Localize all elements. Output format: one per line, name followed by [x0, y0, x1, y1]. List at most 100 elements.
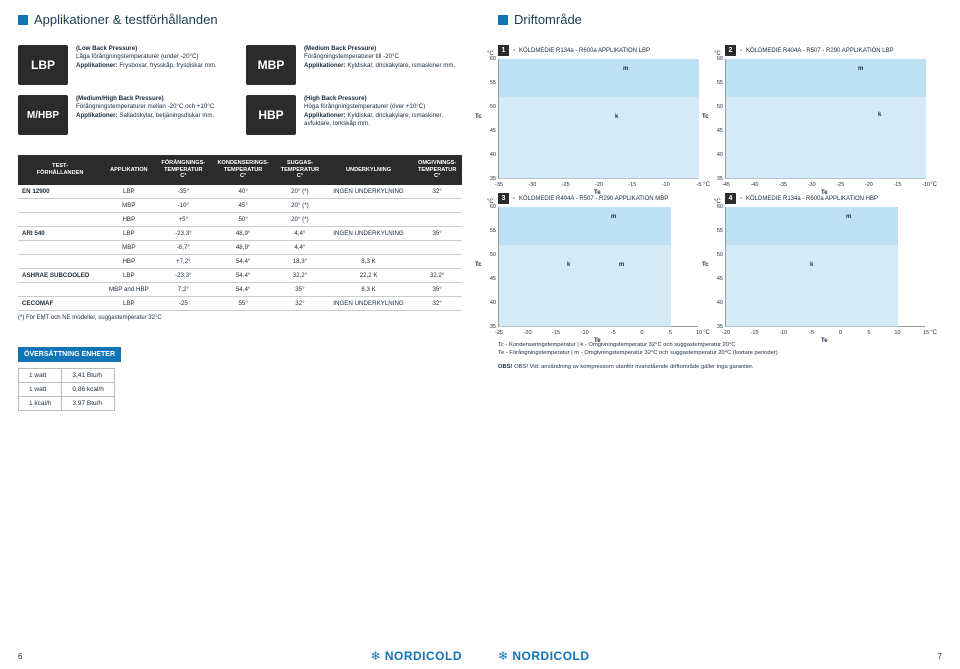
chart-area-main [499, 97, 699, 179]
table-cell: +7,2° [156, 255, 212, 269]
badge-mbp: MBP [246, 45, 296, 85]
x-tick: -15 [893, 182, 901, 188]
y-tick: 40 [711, 300, 723, 306]
y-tick: 55 [711, 80, 723, 86]
table-cell: 40° [211, 185, 275, 199]
table-cell: 20° (*) [275, 199, 325, 213]
x-tick: -30 [528, 182, 536, 188]
x-tick: -10 [662, 182, 670, 188]
table-cell: 55° [211, 297, 275, 311]
table-cell: 48,9° [211, 227, 275, 241]
x-tick: 0 [839, 330, 842, 336]
table-cell: ARI 540 [18, 227, 102, 241]
table-cell: INGEN UNDERKYLNING [325, 227, 413, 241]
def-lbp: LBP (Low Back Pressure) Låga förångnings… [18, 45, 234, 85]
table-cell: 48,9° [211, 241, 275, 255]
chart-mark: k [615, 114, 618, 120]
x-axis-label: Te [594, 190, 601, 196]
x-tick: -15 [628, 182, 636, 188]
table-cell [18, 283, 102, 297]
x-tick: 15 [923, 330, 929, 336]
x-tick: -20 [595, 182, 603, 188]
table-cell: 22,2 K [325, 269, 413, 283]
chart-area-top [499, 59, 699, 97]
x-tick: 10 [894, 330, 900, 336]
def-line: Förångningstemperaturer till -20°C [304, 53, 455, 61]
x-tick: -5 [809, 330, 814, 336]
chart-area-top [726, 59, 926, 97]
table-row: HBP+7,2°54,4°18,3°8,3 K [18, 255, 462, 269]
unit-cell: 3,97 Btu/h [62, 397, 114, 411]
x-unit: °C [930, 182, 937, 188]
x-tick: -30 [808, 182, 816, 188]
y-unit: °C [487, 51, 494, 57]
y-tick: 40 [484, 152, 496, 158]
x-tick: 5 [669, 330, 672, 336]
table-row: ASHRAE SUBCOOLEDLBP-23,3°54,4°32,2°22,2 … [18, 269, 462, 283]
def-app: Applikationer: [76, 112, 118, 119]
y-tick: 55 [711, 228, 723, 234]
def-mhbp: M/HBP (Medium/High Back Pressure) Förång… [18, 95, 234, 135]
legend-obs: OBS! OBS! Vid: användning av kompressorn… [498, 363, 942, 371]
table-cell: LBP [102, 297, 155, 311]
def-head: (Low Back Pressure) [76, 45, 217, 53]
x-tick: -45 [722, 182, 730, 188]
unit-cell: 1 kcal/h [19, 397, 62, 411]
x-tick: -25 [562, 182, 570, 188]
badge-lbp: LBP [18, 45, 68, 85]
table-cell: 20° (*) [275, 185, 325, 199]
chart-number: 4 [725, 193, 736, 204]
chart: 605550454035-20-15-10-5051015°C°CTeTcmk [725, 207, 925, 327]
table-cell: ASHRAE SUBCOOLED [18, 269, 102, 283]
chart-row-1: 1- KÖLDMEDIE R134a - R600a APPLIKATION L… [498, 45, 942, 179]
table-row: MBP-10°45°20° (*) [18, 199, 462, 213]
table-cell: 54,4° [211, 283, 275, 297]
table-header: SUGGAS-TEMPERATURC° [275, 155, 325, 185]
x-tick: 5 [867, 330, 870, 336]
x-unit: °C [930, 330, 937, 336]
chart: 605550454035-35-30-25-20-15-10-5°C°CTeTc… [498, 59, 698, 179]
y-unit: °C [714, 199, 721, 205]
chart-area-top [499, 207, 671, 245]
def-hbp: HBP (High Back Pressure) Höga förångning… [246, 95, 462, 135]
table-row: MBP-6,7°48,9°4,4° [18, 241, 462, 255]
table-cell: INGEN UNDERKYLNING [325, 297, 413, 311]
chart-mark: m [611, 214, 616, 220]
table-cell [18, 241, 102, 255]
def-line: Höga förångningstemperaturer (över +10°C… [304, 103, 462, 111]
y-axis-label: Tc [702, 262, 709, 268]
table-cell: 18,3° [275, 255, 325, 269]
y-unit: °C [714, 51, 721, 57]
table-cell: -35° [156, 185, 212, 199]
x-unit: °C [703, 182, 710, 188]
table-cell: 32,2° [275, 269, 325, 283]
right-page: Driftområde 1- KÖLDMEDIE R134a - R600a A… [480, 0, 960, 669]
table-cell: +5° [156, 213, 212, 227]
brand-logo: nordicold [498, 649, 590, 663]
table-cell: 54,4° [211, 255, 275, 269]
table-cell: MBP [102, 241, 155, 255]
table-cell: 8,3 K [325, 283, 413, 297]
table-cell: 35° [275, 283, 325, 297]
y-tick: 40 [711, 152, 723, 158]
chart-area-top [726, 207, 898, 245]
def-desc: Frysboxar, frysskåp, frysdiskar mm. [119, 62, 216, 69]
table-cell: -10° [156, 199, 212, 213]
table-cell [18, 255, 102, 269]
y-tick: 50 [711, 252, 723, 258]
chart-title: 1- KÖLDMEDIE R134a - R600a APPLIKATION L… [498, 45, 715, 56]
table-cell: HBP [102, 213, 155, 227]
table-cell: INGEN UNDERKYLNING [325, 185, 413, 199]
table-cell [412, 213, 462, 227]
x-tick: -15 [552, 330, 560, 336]
table-row: HBP+5°50°20° (*) [18, 213, 462, 227]
chart-mark: m [858, 66, 863, 72]
table-cell: 50° [211, 213, 275, 227]
y-axis-label: Tc [475, 262, 482, 268]
chart-title-text: KÖLDMEDIE R134a - R600a APPLIKATION HBP [746, 196, 878, 202]
y-tick: 45 [711, 128, 723, 134]
table-cell: 35° [412, 227, 462, 241]
def-line: Låga förångningstemperaturer (under -20°… [76, 53, 217, 61]
table-cell: 32,2° [412, 269, 462, 283]
x-axis-label: Te [821, 338, 828, 344]
